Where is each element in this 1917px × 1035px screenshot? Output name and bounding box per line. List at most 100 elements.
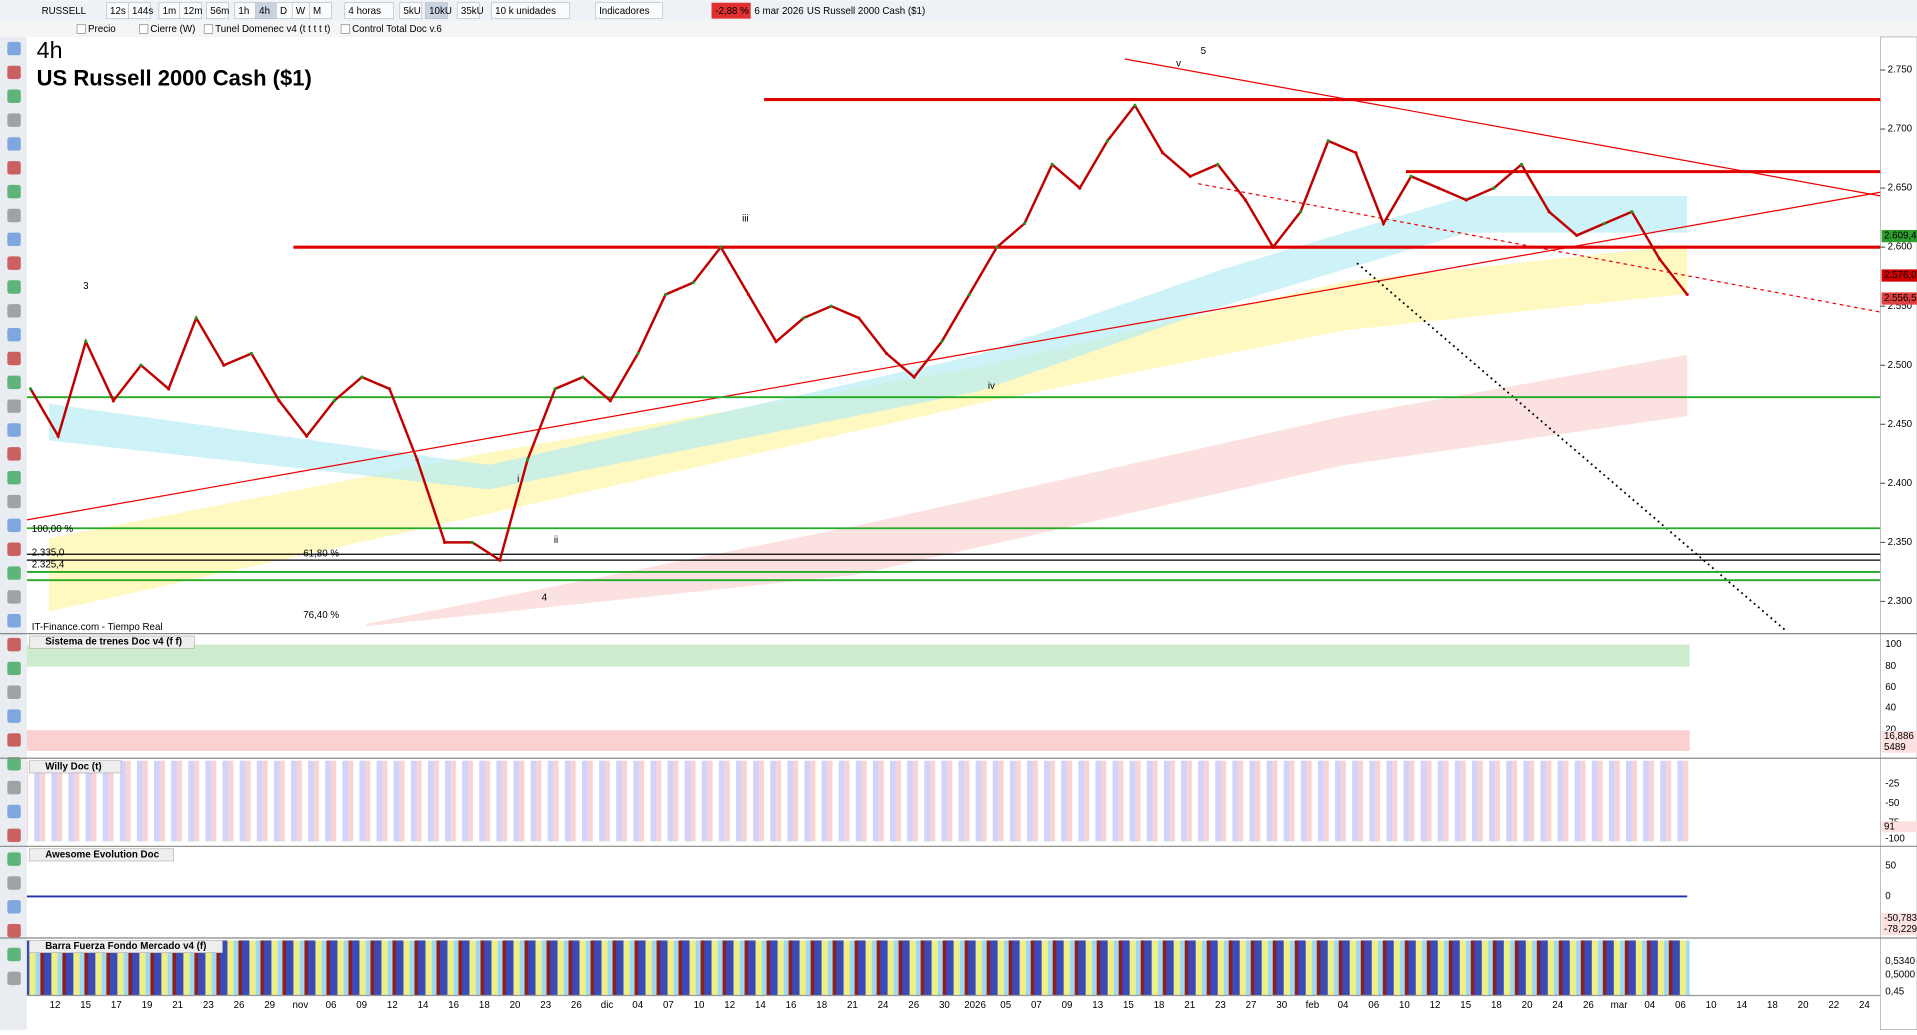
button[interactable]: [309, 2, 332, 19]
tool-icon[interactable]: [7, 447, 21, 461]
tool-icon[interactable]: [7, 399, 21, 413]
tool-icon[interactable]: [7, 375, 21, 390]
tool-icon[interactable]: [7, 113, 21, 127]
button-label[interactable]: W: [296, 6, 306, 17]
tool-icon[interactable]: [7, 804, 21, 819]
tool-icon[interactable]: [7, 733, 21, 747]
tool-icon[interactable]: [7, 614, 21, 628]
price-point: [1354, 151, 1358, 155]
y-tick-label: 2.300: [1888, 596, 1913, 607]
tool-icon[interactable]: [7, 685, 21, 699]
x-tick-label: 23: [203, 1000, 214, 1011]
price-point: [139, 363, 143, 367]
panel-axis-label: 0,45: [1885, 986, 1905, 997]
button-label[interactable]: D: [280, 6, 287, 17]
tool-icon[interactable]: [7, 709, 21, 723]
button-label[interactable]: 1m: [163, 6, 177, 17]
tool-icon[interactable]: [7, 137, 21, 151]
badge: [1881, 912, 1917, 924]
y-tick-label: 2.600: [1888, 242, 1913, 253]
tool-icon[interactable]: [7, 327, 21, 342]
checkbox[interactable]: [139, 24, 149, 34]
x-tick-label: 12: [1430, 1000, 1441, 1011]
button-label[interactable]: 12m: [183, 6, 202, 17]
x-tick-label: 20: [510, 1000, 521, 1011]
tool-icon[interactable]: [7, 351, 21, 366]
tool-icon[interactable]: [7, 637, 21, 652]
price-point: [1381, 221, 1386, 226]
tools: [7, 41, 21, 986]
button-label[interactable]: 4h: [259, 6, 270, 17]
button-label[interactable]: 12s: [110, 6, 126, 17]
tool-icon[interactable]: [7, 208, 21, 223]
price-point: [222, 363, 226, 367]
tool-icon[interactable]: [7, 423, 21, 437]
legend-item[interactable]: Cierre (W): [150, 24, 195, 35]
checkbox[interactable]: [340, 24, 350, 34]
price-point: [277, 399, 281, 403]
tool-icon[interactable]: [7, 304, 21, 318]
price-point: [1437, 186, 1441, 190]
tool-icon[interactable]: [7, 590, 21, 604]
price-point: [1271, 245, 1275, 249]
button-label[interactable]: 10 k unidades: [495, 6, 556, 17]
x-tick-label: feb: [1306, 1000, 1320, 1011]
button[interactable]: [399, 2, 423, 19]
symbol[interactable]: RUSSELL: [42, 6, 87, 17]
tool-icon[interactable]: [7, 41, 21, 56]
checkbox[interactable]: [203, 24, 214, 34]
button[interactable]: [344, 2, 394, 19]
tool-icon[interactable]: [7, 184, 21, 199]
button-label[interactable]: 144s: [132, 6, 153, 17]
price-point: [1685, 292, 1689, 297]
tool-icon[interactable]: [7, 947, 21, 962]
panel-title-bg: [29, 760, 122, 774]
tool-icon[interactable]: [7, 542, 21, 556]
button-label[interactable]: 1h: [238, 6, 249, 17]
tool-icon[interactable]: [7, 780, 21, 795]
tool-icon[interactable]: [7, 161, 21, 175]
button-label[interactable]: 35kU: [461, 6, 484, 17]
price-point: [525, 458, 530, 462]
tool-icon[interactable]: [7, 757, 21, 771]
legend-item[interactable]: Precio: [88, 24, 116, 35]
tool-icon[interactable]: [7, 89, 21, 103]
button[interactable]: [491, 2, 571, 19]
tool-icon[interactable]: [7, 232, 21, 247]
tool-icon[interactable]: [7, 470, 21, 485]
tool-icon[interactable]: [7, 852, 21, 866]
tool-icon[interactable]: [7, 494, 21, 509]
button-label[interactable]: 5kU: [403, 6, 420, 17]
tool-icon[interactable]: [7, 923, 21, 938]
panel-axis-label: 40: [1885, 703, 1896, 714]
button[interactable]: [595, 2, 663, 19]
tool-icon[interactable]: [7, 566, 21, 580]
button-label[interactable]: 10kU: [429, 6, 452, 17]
button[interactable]: [425, 2, 448, 19]
button[interactable]: [206, 2, 229, 19]
button-label[interactable]: Indicadores: [599, 6, 650, 17]
legend-item[interactable]: Control Total Doc v.6: [352, 24, 442, 35]
button-label[interactable]: M: [313, 6, 321, 17]
tool-icon[interactable]: [7, 65, 21, 80]
x-tick-label: nov: [292, 1000, 308, 1011]
instrument: US Russell 2000 Cash ($1): [807, 6, 925, 17]
x-tick-label: 09: [356, 1000, 367, 1011]
legend-item[interactable]: Tunel Domenec v4 (t t t t t): [215, 24, 330, 35]
button[interactable]: [128, 2, 151, 19]
button-label[interactable]: 4 horas: [348, 6, 381, 17]
tool-icon[interactable]: [7, 971, 21, 986]
price-point: [1519, 162, 1524, 167]
tool-icon[interactable]: [7, 518, 21, 533]
x-tick-label: 21: [847, 1000, 858, 1011]
tool-icon[interactable]: [7, 876, 21, 890]
tool-icon[interactable]: [7, 280, 21, 294]
tool-icon[interactable]: [7, 900, 21, 914]
tool-icon[interactable]: [7, 828, 21, 843]
button[interactable]: [179, 2, 203, 19]
button-label[interactable]: 56m: [210, 6, 229, 17]
checkbox[interactable]: [76, 24, 86, 34]
tool-icon[interactable]: [7, 256, 21, 270]
button[interactable]: [456, 2, 480, 19]
tool-icon[interactable]: [7, 661, 21, 676]
